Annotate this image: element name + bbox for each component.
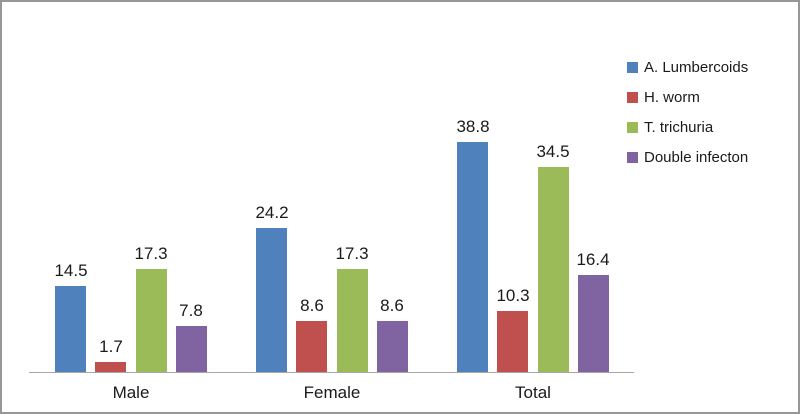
- legend-swatch-icon: [627, 61, 638, 73]
- legend-swatch-icon: [627, 151, 638, 163]
- bar-value-label: 34.5: [536, 142, 570, 161]
- bar-total-series-2: [538, 167, 569, 372]
- bar-value-label: 8.6: [380, 296, 404, 315]
- bar-male-series-1: [95, 362, 126, 372]
- bar-female-series-0: [256, 228, 287, 372]
- bar-female-series-3: [377, 321, 408, 372]
- bar-male-series-0: [55, 286, 86, 372]
- bar-value-label: 16.4: [576, 250, 610, 269]
- legend-label: Double infecton: [644, 148, 749, 166]
- bar-female-series-1: [296, 321, 327, 372]
- bar-value-label: 17.3: [134, 244, 168, 263]
- bar-value-label: 8.6: [300, 296, 324, 315]
- category-label-total: Total: [515, 383, 551, 402]
- bar-male-series-2: [136, 269, 167, 372]
- legend-item-2: T. trichuria: [627, 112, 748, 142]
- bar-value-label: 24.2: [255, 203, 289, 222]
- legend-swatch-icon: [627, 121, 638, 133]
- category-label-male: Male: [112, 383, 150, 402]
- legend: A. Lumbercoids H. worm T. trichuria Double …: [627, 52, 748, 172]
- legend-item-0: A. Lumbercoids: [627, 52, 748, 82]
- category-label-female: Female: [303, 383, 361, 402]
- bar-value-label: 10.3: [496, 286, 530, 305]
- bar-value-label: 38.8: [456, 117, 490, 136]
- bar-value-label: 7.8: [179, 301, 203, 320]
- legend-item-3: Double infecton: [627, 142, 748, 172]
- legend-item-1: H. worm: [627, 82, 748, 112]
- legend-label: H. worm: [644, 88, 700, 106]
- bar-female-series-2: [337, 269, 368, 372]
- legend-label: A. Lumbercoids: [644, 58, 749, 76]
- x-axis-line: [29, 372, 634, 373]
- bar-total-series-1: [497, 311, 528, 372]
- bar-value-label: 1.7: [99, 337, 123, 356]
- legend-label: T. trichuria: [644, 118, 714, 136]
- bar-value-label: 14.5: [54, 261, 88, 280]
- bar-value-label: 17.3: [335, 244, 369, 263]
- bar-male-series-3: [176, 326, 207, 372]
- legend-swatch-icon: [627, 91, 638, 103]
- bar-total-series-0: [457, 142, 488, 372]
- bar-total-series-3: [578, 275, 609, 372]
